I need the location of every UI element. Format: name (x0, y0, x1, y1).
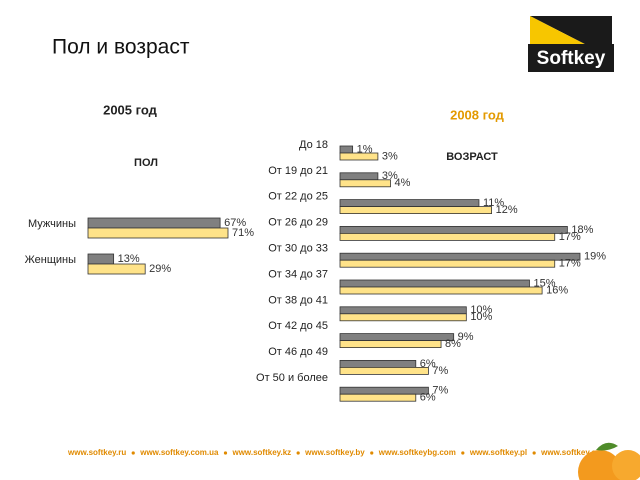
value-label: 10% (470, 304, 492, 316)
value-label: 15% (533, 277, 555, 289)
value-label: 12% (496, 204, 518, 216)
chart-title: ВОЗРАСТ (446, 151, 498, 163)
footer-link: www.softkey.kz (231, 448, 291, 457)
logo: Softkey (528, 16, 614, 72)
value-label: 17% (559, 231, 581, 243)
bar (339, 279, 530, 288)
value-label: 16% (546, 284, 568, 296)
value-label: 29% (149, 263, 171, 275)
category-label: От 50 и более (256, 372, 328, 384)
category-label: До 18 (299, 139, 328, 151)
category-label: От 26 до 29 (268, 217, 328, 229)
value-label: 6% (420, 392, 436, 404)
value-label: 8% (445, 338, 461, 350)
category-label: От 38 до 41 (268, 294, 328, 306)
value-label: 19% (584, 251, 606, 263)
category-label: От 22 до 25 (268, 191, 328, 203)
bar (87, 227, 229, 239)
bar (339, 172, 379, 181)
footer-dot (461, 451, 465, 455)
value-label: 10% (470, 311, 492, 323)
value-label: 9% (458, 331, 474, 343)
value-label: 67% (224, 217, 246, 229)
value-label: 11% (483, 197, 504, 209)
value-label: 4% (395, 177, 411, 189)
value-label: 3% (382, 150, 398, 162)
bar (87, 263, 146, 275)
category-label: От 30 до 33 (268, 243, 328, 255)
bar (339, 366, 429, 375)
series-label: 2005 год (103, 102, 158, 117)
value-label: 13% (118, 253, 140, 265)
value-label: 7% (432, 385, 448, 397)
bar (87, 217, 221, 229)
value-label: 17% (559, 258, 581, 270)
oranges (578, 442, 640, 480)
bar (339, 199, 480, 208)
bar (339, 152, 379, 161)
series-label: 2008 год (450, 107, 505, 122)
bar (339, 333, 455, 342)
bar (339, 225, 568, 234)
category-label: От 34 до 37 (268, 268, 328, 280)
category-label: Мужчины (28, 218, 76, 230)
chart-title: ПОЛ (134, 157, 158, 169)
bar (339, 393, 417, 402)
logo-text: Softkey (537, 48, 606, 69)
footer-dot (131, 451, 135, 455)
value-label: 71% (232, 227, 254, 239)
category-label: Женщины (25, 254, 76, 266)
footer-dot (532, 451, 536, 455)
footer: www.softkey.ru www.softkey.com.ua www.soft… (67, 448, 601, 457)
footer-link: www.softkeybg.com (378, 448, 456, 457)
bar (339, 252, 581, 261)
bar (87, 253, 115, 265)
bar (339, 179, 391, 188)
category-label: От 46 до 49 (268, 346, 328, 358)
bar (339, 306, 467, 315)
category-label: От 42 до 45 (268, 320, 328, 332)
bar (339, 259, 556, 268)
bar (339, 232, 556, 241)
footer-dot (296, 451, 300, 455)
footer-link: www.softkey.by (304, 448, 365, 457)
value-label: 1% (357, 143, 373, 155)
footer-link: www.softkey.ru (67, 448, 126, 457)
bar (339, 145, 354, 154)
bar (339, 340, 442, 349)
bar (339, 359, 417, 368)
bar (339, 313, 467, 322)
footer-link: www.softkey.pl (469, 448, 527, 457)
category-label: От 19 до 21 (268, 165, 328, 177)
footer-link: www.softkey.ee (540, 448, 601, 457)
bar (339, 206, 492, 215)
value-label: 18% (571, 224, 593, 236)
footer-dot (223, 451, 228, 455)
slide-title: Пол и возраст (52, 36, 190, 59)
footer-link: www.softkey.com.ua (139, 448, 219, 457)
bar (339, 286, 543, 295)
value-label: 3% (382, 170, 398, 182)
value-label: 6% (420, 358, 436, 370)
value-label: 7% (432, 365, 448, 377)
bar (339, 386, 429, 395)
footer-dot (370, 451, 374, 455)
